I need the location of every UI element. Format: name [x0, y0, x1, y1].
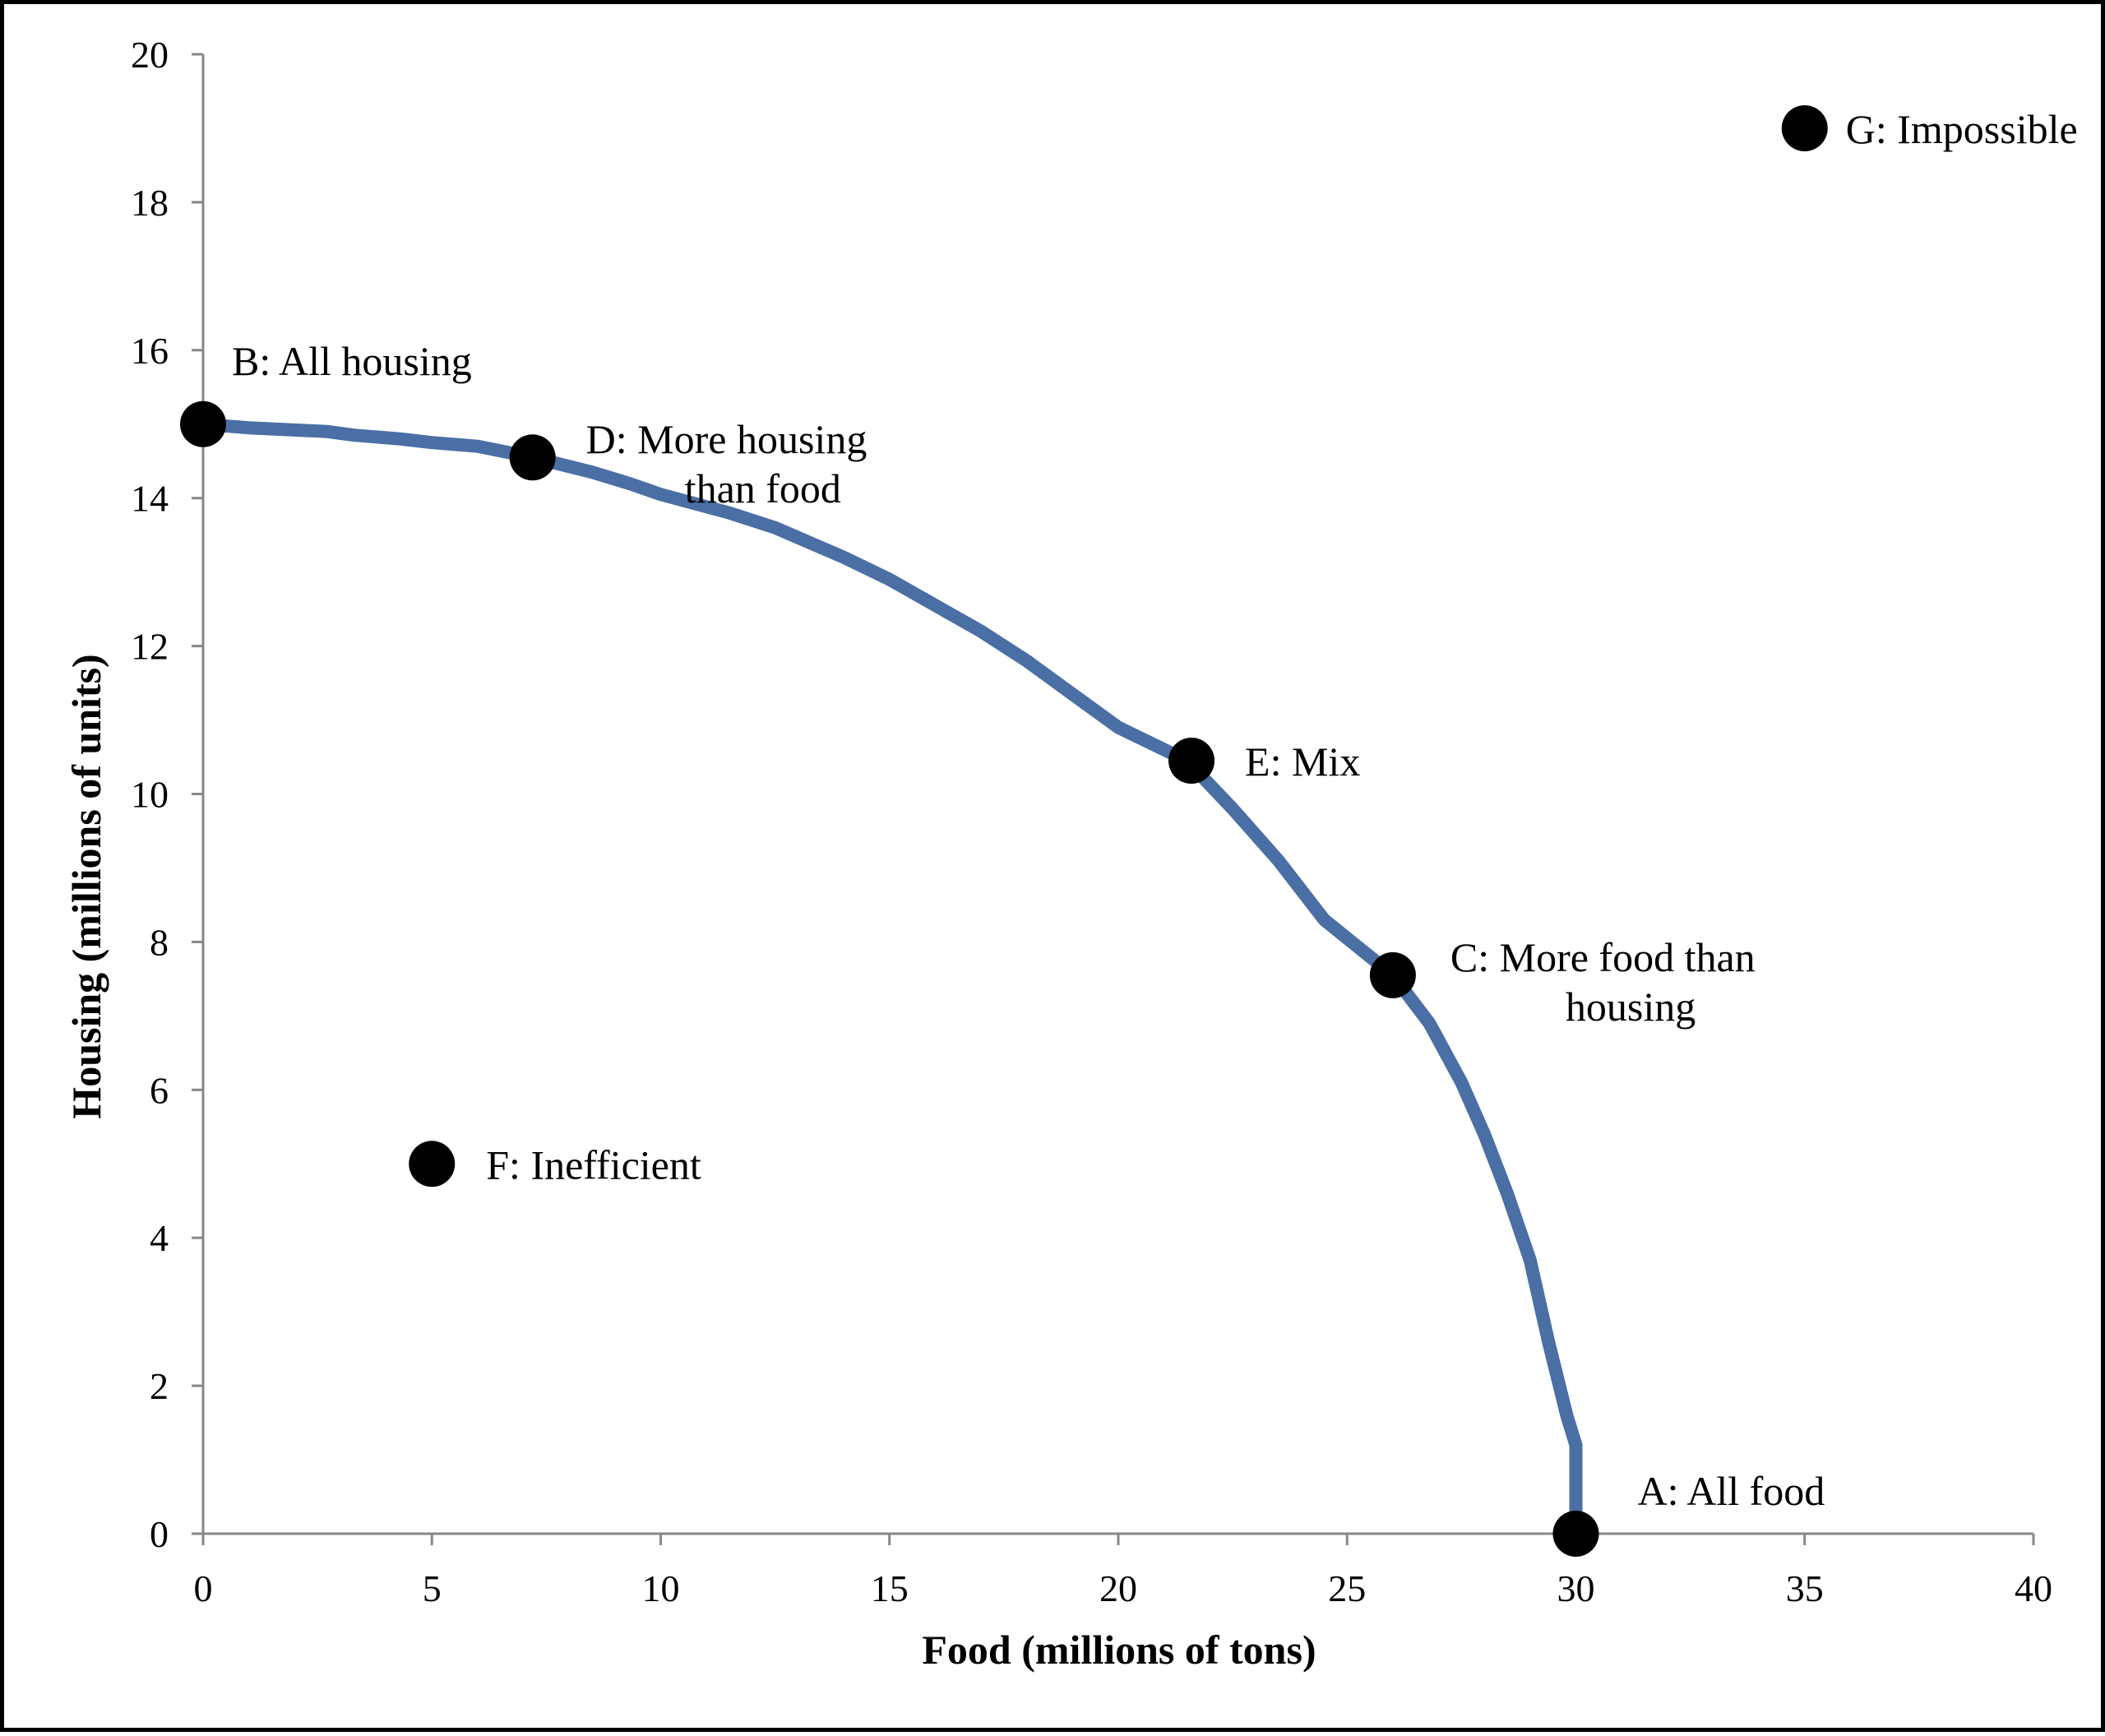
- point-marker: [1168, 738, 1215, 785]
- point-label: E: Mix: [1245, 738, 1360, 785]
- x-tick-label: 25: [1328, 1567, 1366, 1609]
- point-label: D: More housing: [586, 416, 867, 462]
- curve-layer: [197, 417, 1583, 1540]
- y-tick-label: 10: [131, 774, 169, 816]
- point-label: than food: [685, 465, 841, 512]
- y-axis-title: Housing (millions of units): [63, 654, 109, 1118]
- x-tick-label: 30: [1557, 1567, 1595, 1609]
- y-tick-label: 0: [150, 1513, 169, 1555]
- point-label: A: All food: [1638, 1468, 1825, 1514]
- point-marker: [1369, 951, 1416, 998]
- labels-layer: A: All food B: All housing C: More food th…: [232, 106, 2078, 1514]
- point-label: B: All housing: [232, 338, 472, 384]
- x-tick-label: 35: [1786, 1567, 1824, 1609]
- y-tick-label: 18: [131, 182, 169, 224]
- y-tick-label: 6: [150, 1069, 169, 1111]
- x-tick-label: 0: [194, 1567, 213, 1609]
- axes: 0 2 4 6 8 10 12 14 16 18 20 0 5 10 15 20 25 30 35 40: [131, 34, 2052, 1609]
- x-tick-label: 10: [642, 1567, 680, 1609]
- y-tick-label: 12: [131, 626, 169, 668]
- point-marker: [509, 434, 556, 481]
- y-tick-label: 2: [150, 1365, 169, 1407]
- points-layer: [180, 104, 1828, 1557]
- production-possibilities-chart: 0 2 4 6 8 10 12 14 16 18 20 0 5 10 15 20 25 30 35 40 A: All…: [63, 34, 2078, 1673]
- point-marker: [1552, 1511, 1599, 1557]
- point-label: C: More food than: [1450, 934, 1756, 980]
- x-tick-label: 20: [1099, 1567, 1137, 1609]
- x-tick-label: 40: [2015, 1567, 2052, 1609]
- x-tick-label: 5: [423, 1567, 442, 1609]
- x-axis-title: Food (millions of tons): [922, 1627, 1316, 1673]
- y-tick-label: 14: [131, 478, 169, 520]
- x-tick-label: 15: [871, 1567, 909, 1609]
- y-tick-label: 20: [131, 34, 169, 76]
- point-label: housing: [1566, 984, 1696, 1030]
- point-label: F: Inefficient: [486, 1141, 701, 1187]
- ppf-curve: [197, 417, 1583, 1540]
- point-marker: [180, 400, 226, 447]
- point-marker: [409, 1141, 456, 1187]
- y-tick-label: 8: [150, 921, 169, 963]
- point-label: G: Impossible: [1846, 106, 2078, 152]
- y-tick-label: 16: [131, 330, 169, 372]
- y-tick-label: 4: [150, 1217, 169, 1259]
- point-marker: [1781, 104, 1828, 151]
